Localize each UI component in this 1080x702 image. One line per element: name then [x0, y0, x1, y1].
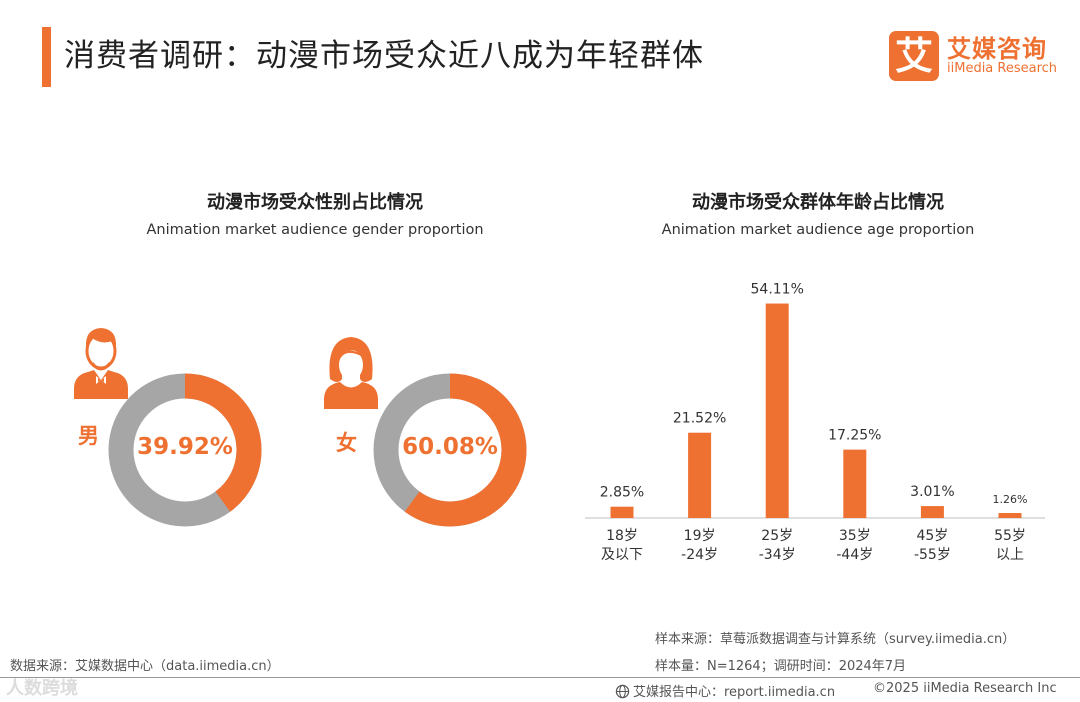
age-chart-subtitle: Animation market audience age proportion	[661, 222, 975, 238]
gender-chart-title: 动漫市场受众性别占比情况	[207, 192, 423, 213]
age-tick-label: -24岁	[681, 547, 718, 563]
age-chart-title: 动漫市场受众群体年龄占比情况	[692, 192, 944, 213]
age-bar-value-label: 21.52%	[673, 411, 726, 427]
page-title: 消费者调研：动漫市场受众近八成为年轻群体	[64, 38, 704, 74]
globe-icon	[615, 684, 630, 699]
logo-chinese-name: 艾媒咨询	[947, 35, 1047, 63]
age-bar-value-label: 54.11%	[751, 282, 804, 298]
report-center-text: 艾媒报告中心：report.iimedia.cn	[633, 685, 836, 700]
female-donut-slice	[373, 373, 527, 527]
age-tick-label: -44岁	[836, 547, 873, 563]
age-bar	[998, 513, 1022, 518]
age-tick-label: 及以下	[601, 547, 643, 563]
logo-mark: 艾	[889, 31, 939, 81]
age-bar	[688, 432, 712, 518]
age-bar	[765, 303, 789, 518]
male-percent: 39.92%	[137, 434, 233, 460]
age-tick-label: 19岁	[684, 528, 716, 544]
male-donut-slice	[108, 373, 262, 527]
age-tick-label: 55岁	[994, 528, 1026, 544]
female-percent: 60.08%	[402, 434, 498, 460]
age-bar-value-label: 1.26%	[993, 493, 1028, 506]
age-bar-value-label: 3.01%	[910, 484, 954, 500]
age-tick-label: 45岁	[916, 528, 948, 544]
age-tick-label: 以上	[996, 547, 1024, 563]
iimedia-logo: 艾 艾媒咨询 iiMedia Research	[887, 31, 1057, 83]
logo-english-name: iiMedia Research	[947, 61, 1058, 76]
age-tick-label: 35岁	[839, 528, 871, 544]
gender-chart-subtitle: Animation market audience gender proport…	[146, 222, 484, 238]
watermark-text: 人数跨境	[6, 678, 78, 699]
sample-size-note: 样本量：N=1264；调研时间：2024年7月	[655, 659, 907, 674]
male-donut	[108, 373, 262, 527]
age-bar-value-label: 2.85%	[600, 485, 644, 501]
age-bar	[610, 506, 634, 518]
footer-divider	[0, 677, 1080, 678]
female-person-icon	[324, 337, 378, 409]
sample-source-note: 样本来源：草莓派数据调查与计算系统（survey.iimedia.cn）	[655, 632, 1016, 647]
age-bar-value-label: 17.25%	[828, 428, 881, 444]
age-bar	[920, 506, 944, 518]
title-accent-bar	[42, 27, 51, 87]
male-label: 男	[78, 424, 99, 448]
age-tick-label: 25岁	[761, 528, 793, 544]
report-center-link[interactable]: 艾媒报告中心：report.iimedia.cn	[615, 681, 835, 700]
male-person-icon	[74, 328, 128, 399]
age-tick-label: 18岁	[606, 528, 638, 544]
data-source-note: 数据来源：艾媒数据中心（data.iimedia.cn）	[10, 659, 280, 674]
female-donut	[373, 373, 527, 527]
female-label: 女	[336, 431, 357, 455]
age-tick-label: -34岁	[759, 547, 796, 563]
copyright-text: ©2025 iiMedia Research Inc	[873, 681, 1057, 696]
age-tick-label: -55岁	[914, 547, 951, 563]
age-bar	[843, 449, 867, 518]
